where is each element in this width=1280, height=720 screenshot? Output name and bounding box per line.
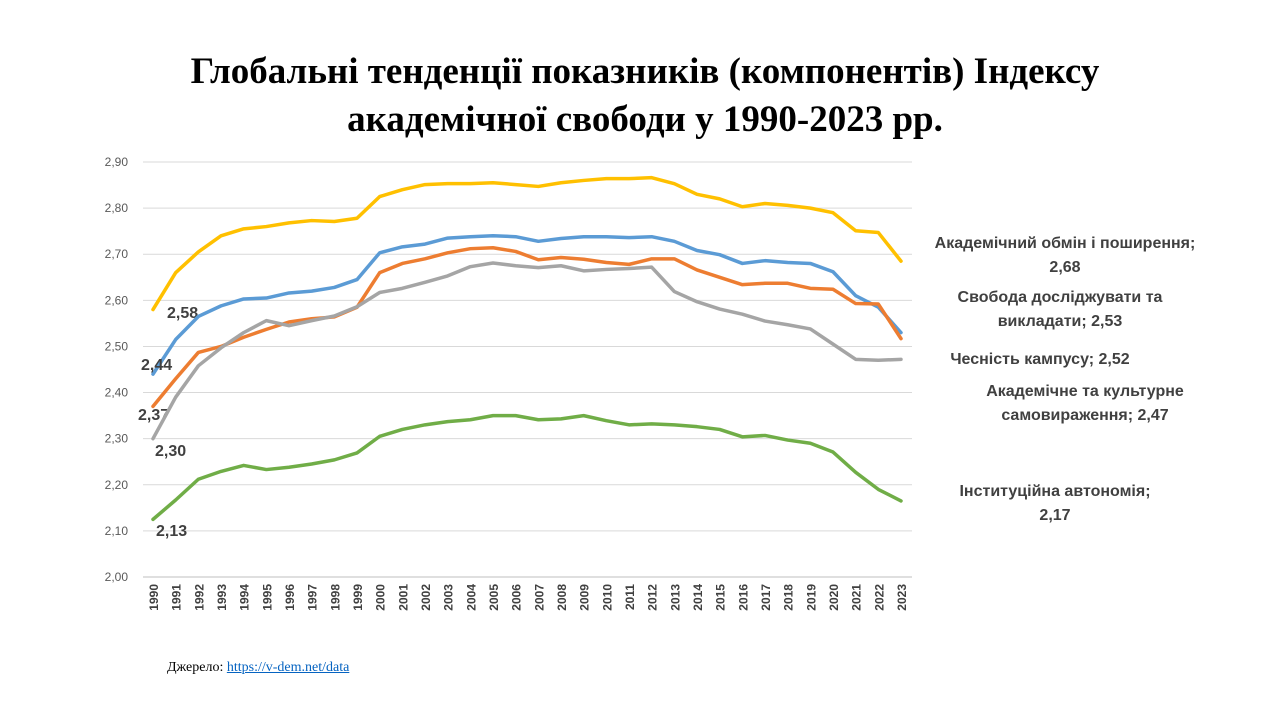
x-tick-label: 2023 <box>895 584 909 611</box>
legend-label-exchange: Академічний обмін і поширення; 2,68 <box>930 232 1200 280</box>
x-tick-label: 2018 <box>782 584 796 611</box>
y-tick-label: 2,10 <box>105 524 129 538</box>
x-tick-label: 2016 <box>736 584 750 611</box>
y-tick-label: 2,60 <box>105 293 129 307</box>
x-tick-label: 2005 <box>487 584 501 611</box>
x-tick-label: 2003 <box>442 584 456 611</box>
legend-label-autonomy: Інституційна автономія; 2,17 <box>940 480 1170 528</box>
x-tick-label: 2020 <box>827 584 841 611</box>
x-tick-label: 2019 <box>804 584 818 611</box>
x-tick-label: 2011 <box>623 584 637 610</box>
x-tick-label: 2008 <box>555 584 569 611</box>
x-tick-label: 1999 <box>351 584 365 611</box>
legend-label-expression: Академічне та культурне самовираження; 2… <box>960 380 1210 428</box>
legend-label-line: самовираження; 2,47 <box>1001 407 1169 424</box>
series-line <box>151 413 903 522</box>
x-tick-label: 2006 <box>510 584 524 611</box>
legend-label-line: 2,68 <box>1049 259 1081 276</box>
legend-label-line: Чесність кампусу; 2,52 <box>950 351 1130 368</box>
x-tick-label: 2001 <box>396 584 410 611</box>
legend-label-research: Свобода досліджувати та викладати; 2,53 <box>940 286 1180 334</box>
y-tick-label: 2,30 <box>105 432 129 446</box>
x-tick-label: 2017 <box>759 584 773 611</box>
x-tick-label: 2004 <box>464 584 478 611</box>
y-tick-label: 2,50 <box>105 339 129 353</box>
series-line <box>151 246 903 409</box>
data-label: 2,13 <box>156 523 187 540</box>
x-tick-label: 1992 <box>192 584 206 611</box>
source-link[interactable]: https://v-dem.net/data <box>226 660 350 675</box>
data-label: 2,58 <box>167 305 198 322</box>
chart-title-line-2: академічної свободи у 1990-2023 рр. <box>347 99 943 140</box>
x-tick-label: 1998 <box>328 584 342 611</box>
x-tick-label: 2022 <box>872 584 886 611</box>
x-tick-label: 2012 <box>646 584 660 611</box>
x-tick-label: 2009 <box>578 584 592 611</box>
legend-label-campus: Чесність кампусу; 2,52 <box>930 348 1150 372</box>
chart-title-line-1: Глобальні тенденції показників (компонен… <box>190 51 1100 92</box>
y-tick-label: 2,90 <box>105 155 129 169</box>
data-label: 2,44 <box>141 357 172 374</box>
series-line <box>151 234 903 376</box>
x-tick-label: 2021 <box>850 584 864 611</box>
x-tick-label: 1994 <box>238 584 252 611</box>
x-tick-label: 1997 <box>306 584 320 611</box>
x-tick-label: 1990 <box>147 584 161 611</box>
x-tick-label: 2010 <box>600 584 614 611</box>
series-line <box>151 175 903 312</box>
legend-label-line: Інституційна автономія; <box>959 483 1151 500</box>
x-tick-label: 2000 <box>374 584 388 611</box>
series-line <box>151 261 903 441</box>
legend-label-line: Академічне та культурне <box>986 383 1184 400</box>
y-tick-label: 2,00 <box>105 570 129 584</box>
x-tick-label: 1993 <box>215 584 229 611</box>
x-tick-label: 2014 <box>691 584 705 611</box>
x-tick-label: 1991 <box>170 584 184 611</box>
y-tick-label: 2,80 <box>105 201 129 215</box>
legend-label-line: Академічний обмін і поширення; <box>934 235 1196 252</box>
x-tick-label: 2015 <box>714 584 728 611</box>
x-tick-label: 2002 <box>419 584 433 611</box>
y-tick-label: 2,40 <box>105 386 129 400</box>
x-tick-label: 2007 <box>532 584 546 611</box>
y-tick-label: 2,20 <box>105 478 129 492</box>
legend-label-line: Свобода досліджувати та <box>957 289 1163 306</box>
chart-title: Глобальні тенденції показників (компонен… <box>0 48 1280 144</box>
source-note: Джерело: https://v-dem.net/data <box>167 660 349 676</box>
legend-label-line: 2,17 <box>1039 507 1071 524</box>
x-tick-label: 1995 <box>260 584 274 611</box>
x-tick-label: 2013 <box>668 584 682 611</box>
data-label: 2,30 <box>155 443 186 460</box>
y-tick-label: 2,70 <box>105 247 129 261</box>
x-tick-label: 1996 <box>283 584 297 611</box>
legend-label-line: викладати; 2,53 <box>997 313 1123 330</box>
source-label: Джерело: <box>167 660 227 675</box>
